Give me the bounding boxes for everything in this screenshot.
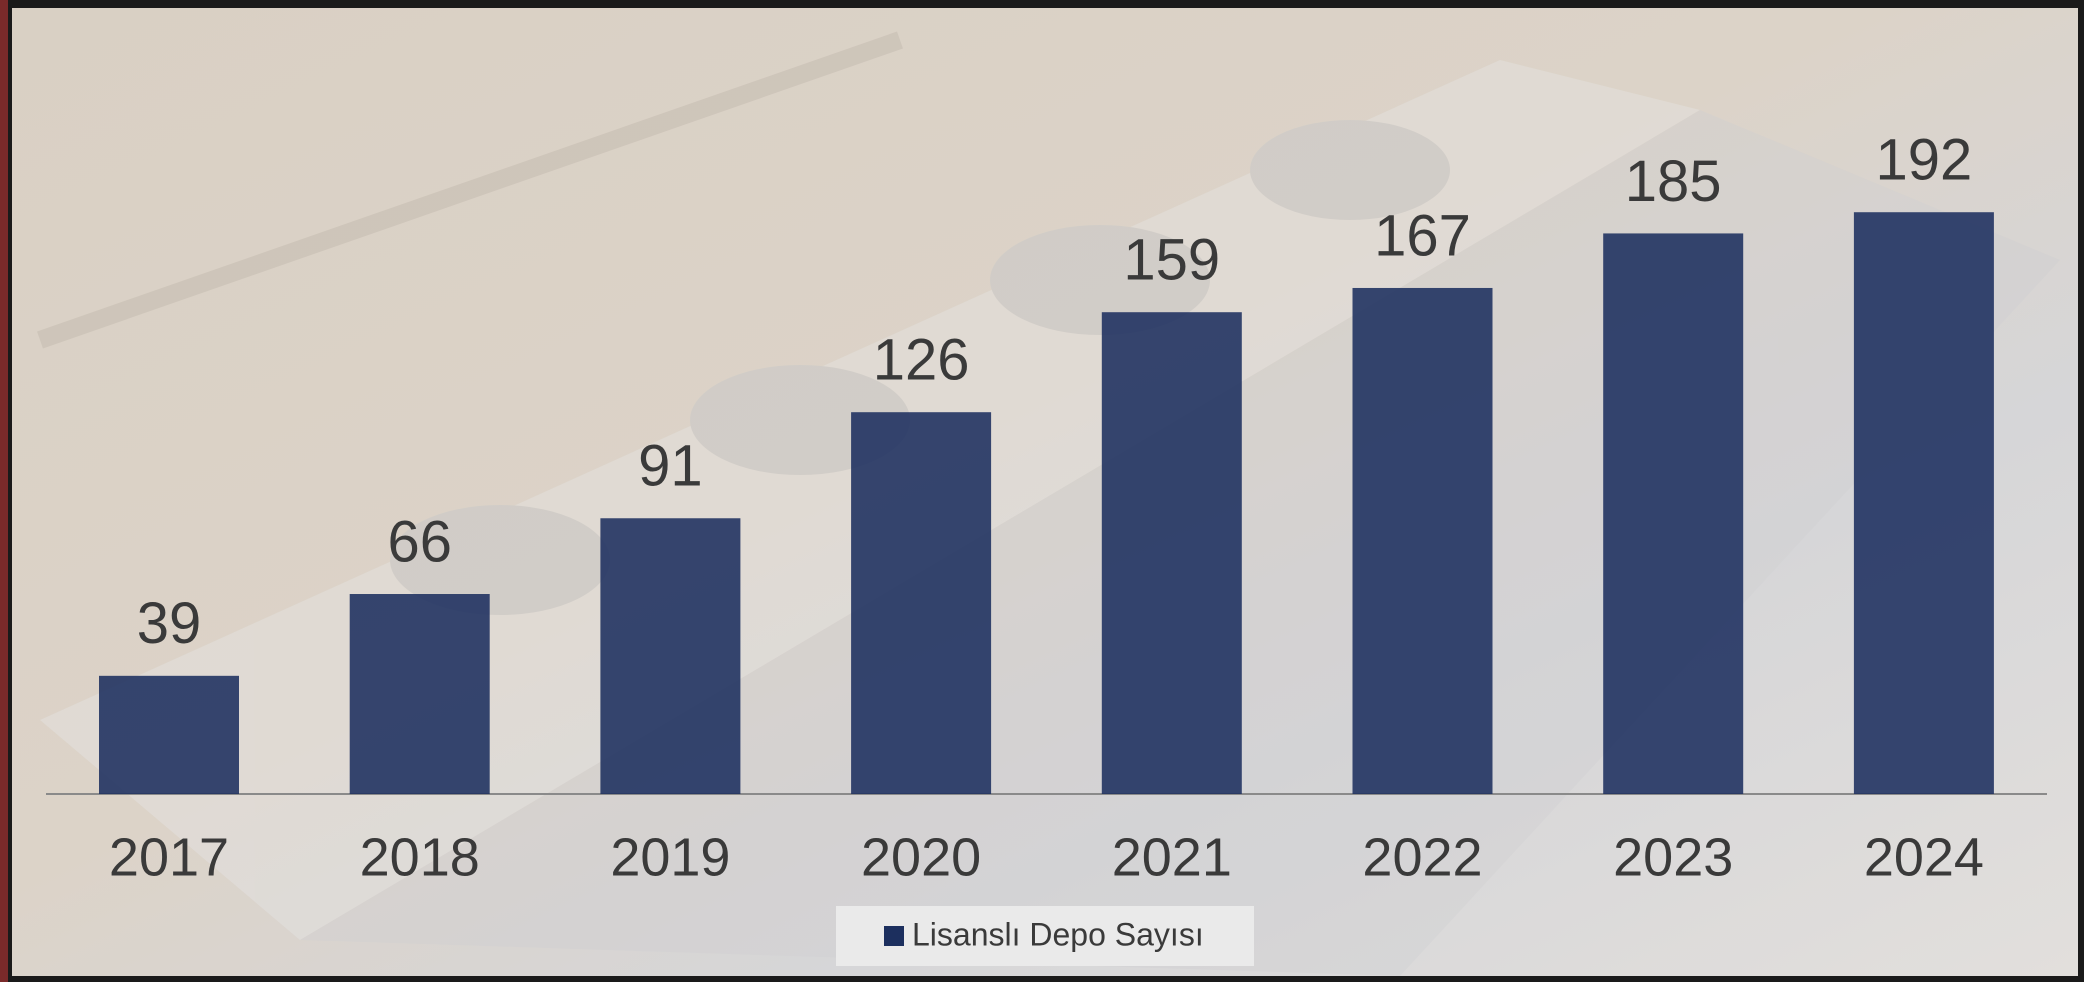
bar (350, 594, 490, 794)
bar (851, 412, 991, 794)
page: 39 66 91 126 159 167 185 192 Lisanslı Depo Sayıs… (0, 0, 2084, 982)
data-label: 66 (387, 509, 452, 574)
x-tick-label: 2024 (1864, 827, 1984, 887)
x-tick-label: 2023 (1613, 827, 1733, 887)
x-tick-label: 2019 (610, 827, 730, 887)
data-label: 39 (137, 591, 202, 656)
x-tick-label: 2018 (360, 827, 480, 887)
data-label: 192 (1876, 128, 1973, 193)
data-label: 167 (1374, 203, 1471, 268)
bar (99, 676, 239, 794)
bar (1102, 312, 1242, 794)
data-label: 91 (638, 434, 703, 499)
data-label: 159 (1123, 228, 1220, 293)
x-tick-label: 2021 (1112, 827, 1232, 887)
bar (1353, 288, 1493, 794)
bar (1603, 233, 1743, 794)
data-label: 126 (873, 328, 970, 393)
data-label: 185 (1625, 149, 1722, 214)
x-tick-label: 2017 (109, 827, 229, 887)
bar (1854, 212, 1994, 794)
x-tick-label: 2022 (1362, 827, 1482, 887)
legend-swatch (884, 926, 904, 946)
chart: 39 66 91 126 159 167 185 192 Lisanslı Depo Sayıs… (0, 0, 2084, 982)
legend-label: Lisanslı Depo Sayısı (912, 916, 1204, 952)
frame-edge (0, 0, 8, 982)
bar (600, 518, 740, 794)
x-tick-label: 2020 (861, 827, 981, 887)
